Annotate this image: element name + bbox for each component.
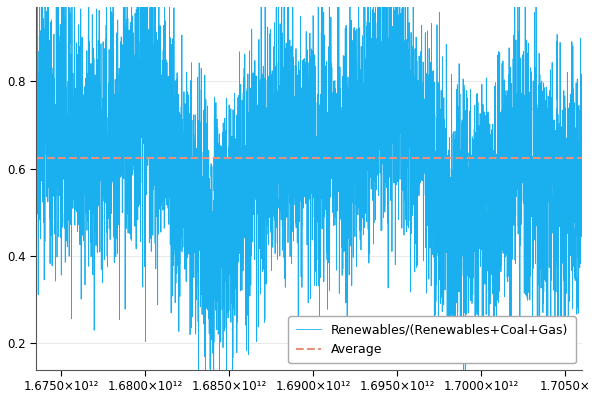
Renewables/(Renewables+Coal+Gas) — [195, 367, 202, 372]
Line: Renewables/(Renewables+Coal+Gas): Renewables/(Renewables+Coal+Gas) — [36, 7, 582, 370]
Renewables/(Renewables+Coal+Gas) — [356, 155, 363, 160]
Renewables/(Renewables+Coal+Gas) — [60, 108, 67, 113]
Renewables/(Renewables+Coal+Gas) — [379, 4, 386, 9]
Renewables/(Renewables+Coal+Gas) — [32, 117, 40, 122]
Renewables/(Renewables+Coal+Gas) — [466, 169, 473, 174]
Legend: Renewables/(Renewables+Coal+Gas), Average: Renewables/(Renewables+Coal+Gas), Averag… — [289, 316, 576, 363]
Renewables/(Renewables+Coal+Gas) — [33, 4, 40, 9]
Renewables/(Renewables+Coal+Gas) — [578, 169, 586, 174]
Renewables/(Renewables+Coal+Gas) — [230, 253, 238, 258]
Renewables/(Renewables+Coal+Gas) — [437, 208, 445, 212]
